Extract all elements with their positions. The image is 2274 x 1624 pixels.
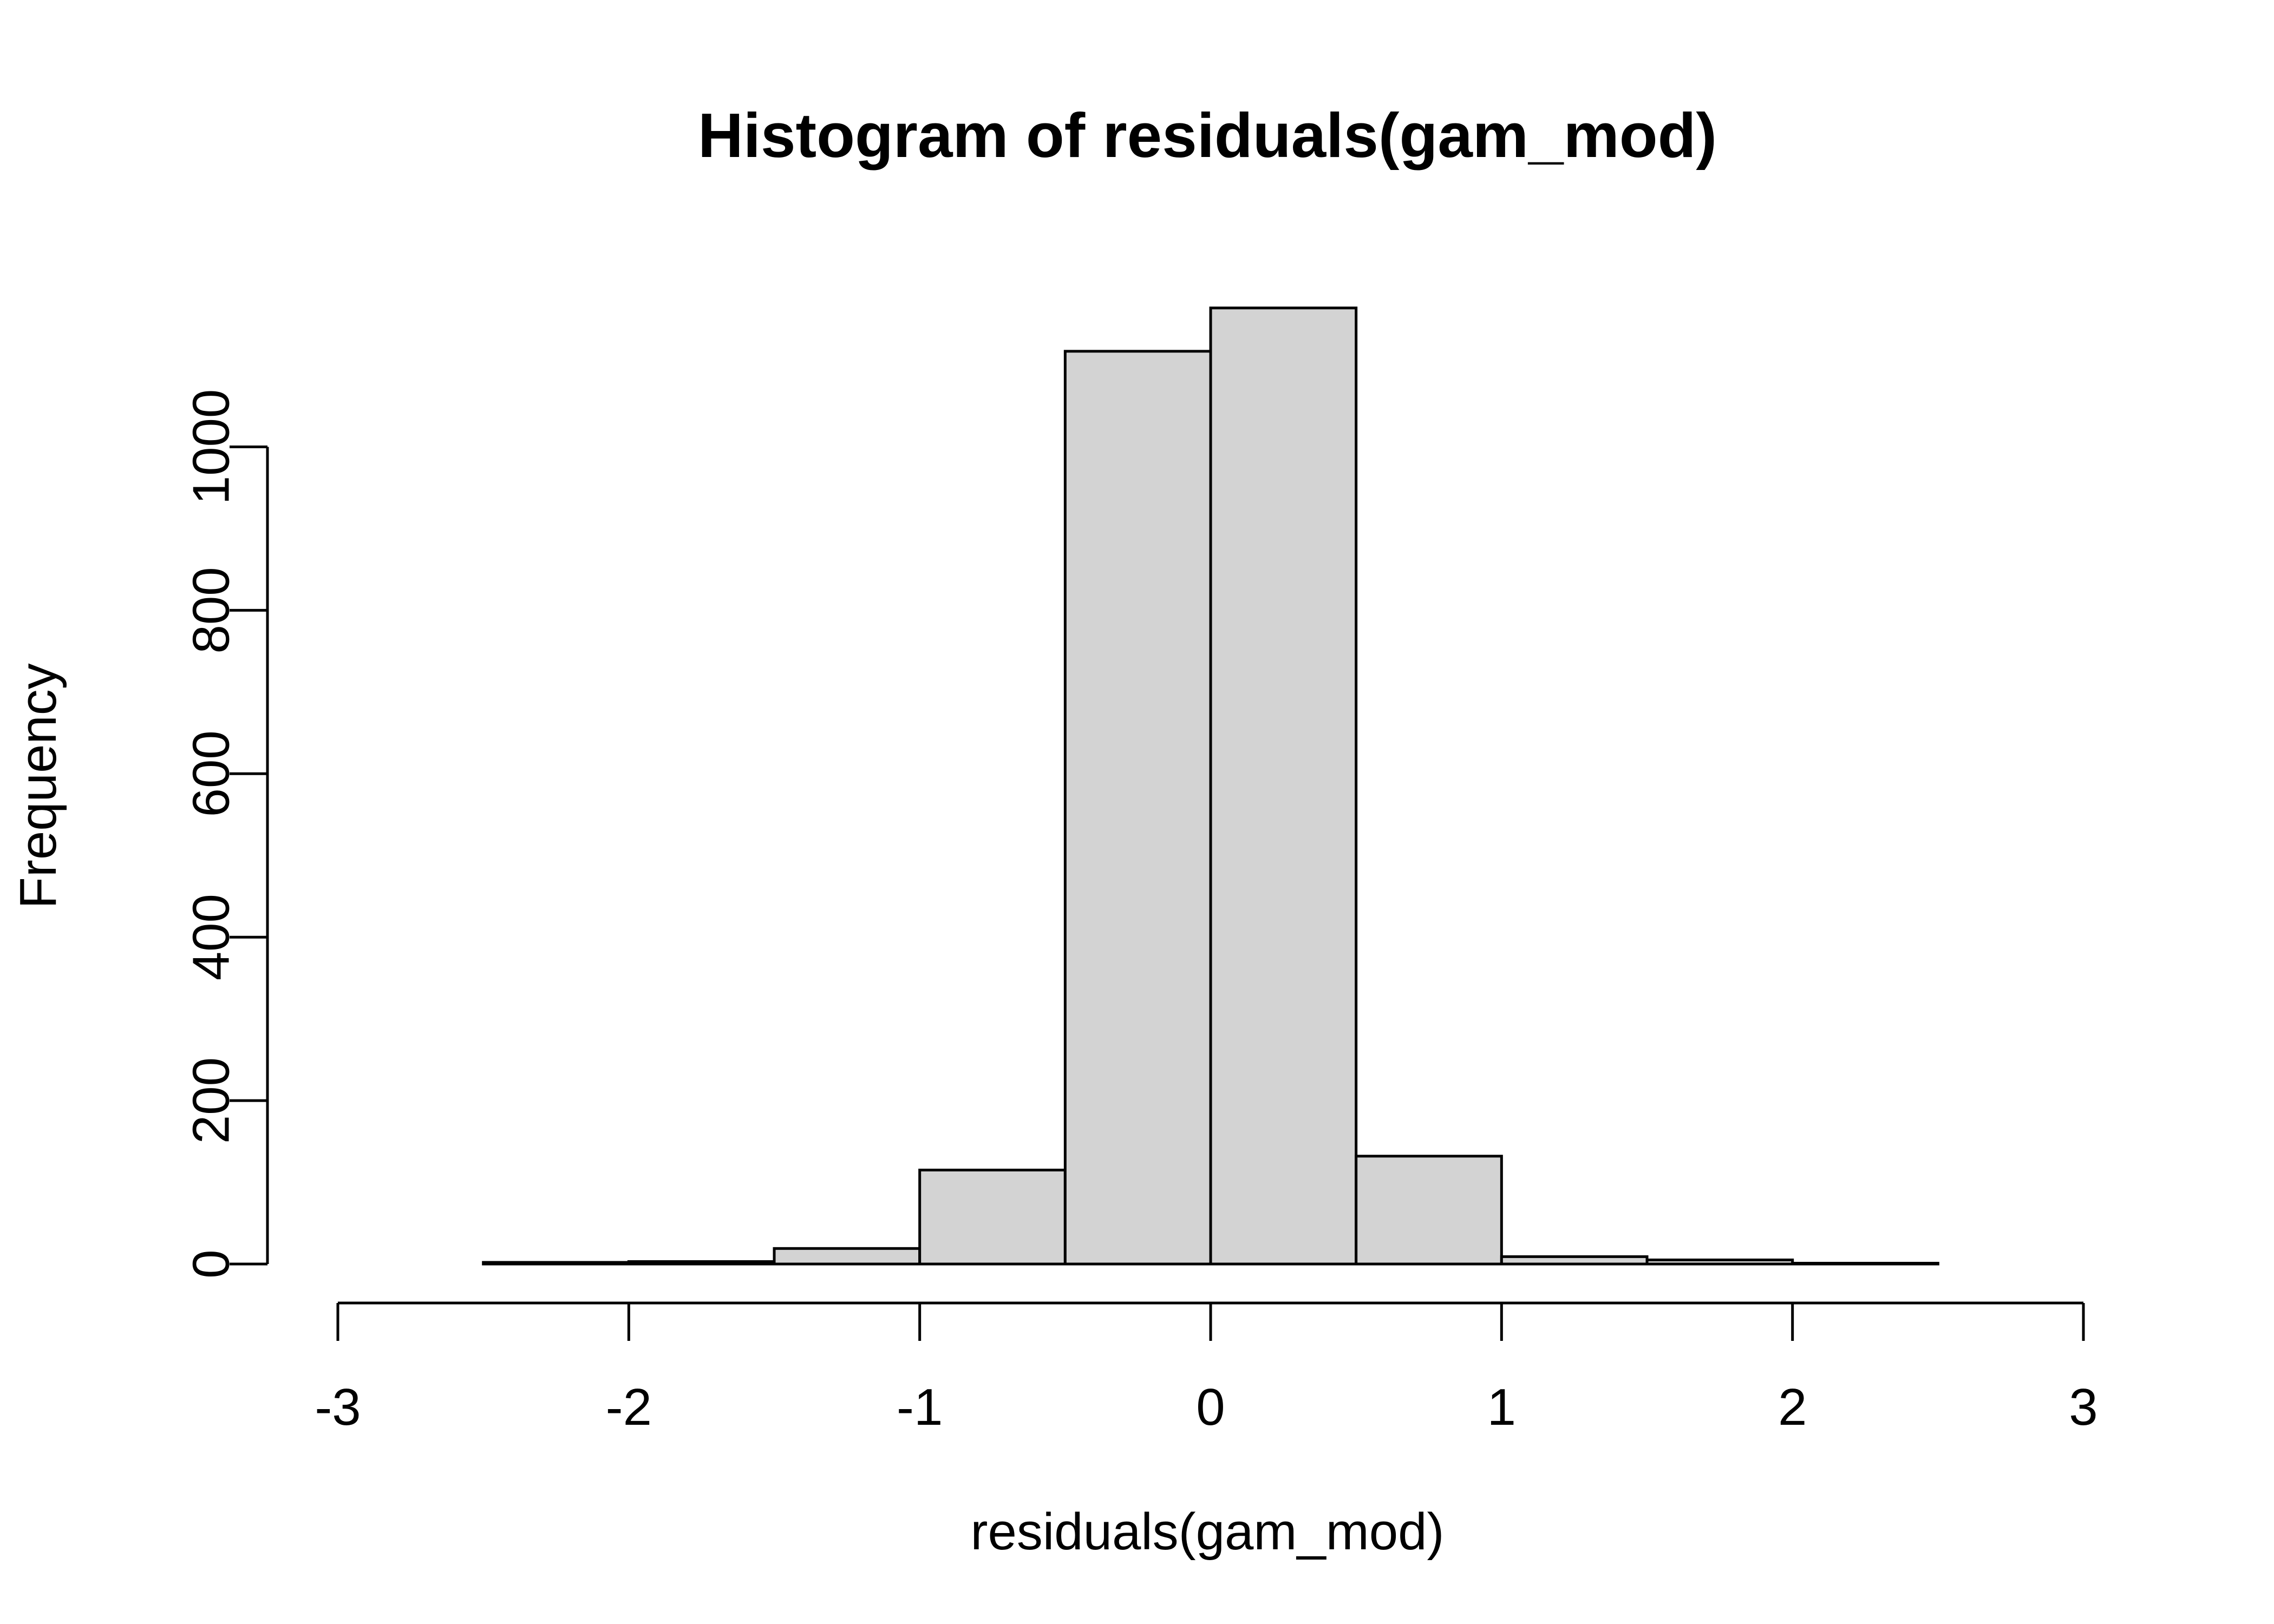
y-tick-label: 0	[182, 1249, 240, 1278]
histogram-bar	[1063, 350, 1212, 1266]
x-tick-label: -1	[897, 1378, 943, 1436]
y-tick-label: 400	[182, 894, 240, 980]
x-axis-ticks: -3 -2 -1 0 1 2 3	[315, 1303, 2098, 1436]
x-axis-label: residuals(gam_mod)	[970, 1503, 1444, 1561]
x-tick-label: -3	[315, 1378, 361, 1436]
histogram-bar	[627, 1260, 776, 1266]
y-axis-label: Frequency	[9, 663, 67, 909]
histogram-bar	[773, 1247, 922, 1266]
histogram-bar	[918, 1168, 1067, 1266]
histogram-bar	[1209, 306, 1358, 1266]
histogram-bar	[1645, 1258, 1794, 1266]
histogram-bar	[1791, 1261, 1939, 1266]
histogram-bars	[482, 306, 1939, 1266]
histogram-bar	[1355, 1155, 1503, 1266]
histogram-bar	[482, 1261, 630, 1266]
x-tick-label: 2	[1778, 1378, 1807, 1436]
y-tick-label: 200	[182, 1057, 240, 1144]
y-tick-label: 1000	[182, 389, 240, 505]
x-tick-label: 1	[1487, 1378, 1516, 1436]
y-tick-label: 600	[182, 730, 240, 817]
x-tick-label: 3	[2069, 1378, 2097, 1436]
y-tick-label: 800	[182, 567, 240, 653]
histogram-bar	[1500, 1255, 1649, 1266]
x-tick-label: 0	[1196, 1378, 1225, 1436]
y-axis-ticks: 0 200 400 600 800 1000	[182, 389, 267, 1279]
chart-title: Histogram of residuals(gam_mod)	[698, 100, 1717, 171]
x-tick-label: -2	[606, 1378, 652, 1436]
